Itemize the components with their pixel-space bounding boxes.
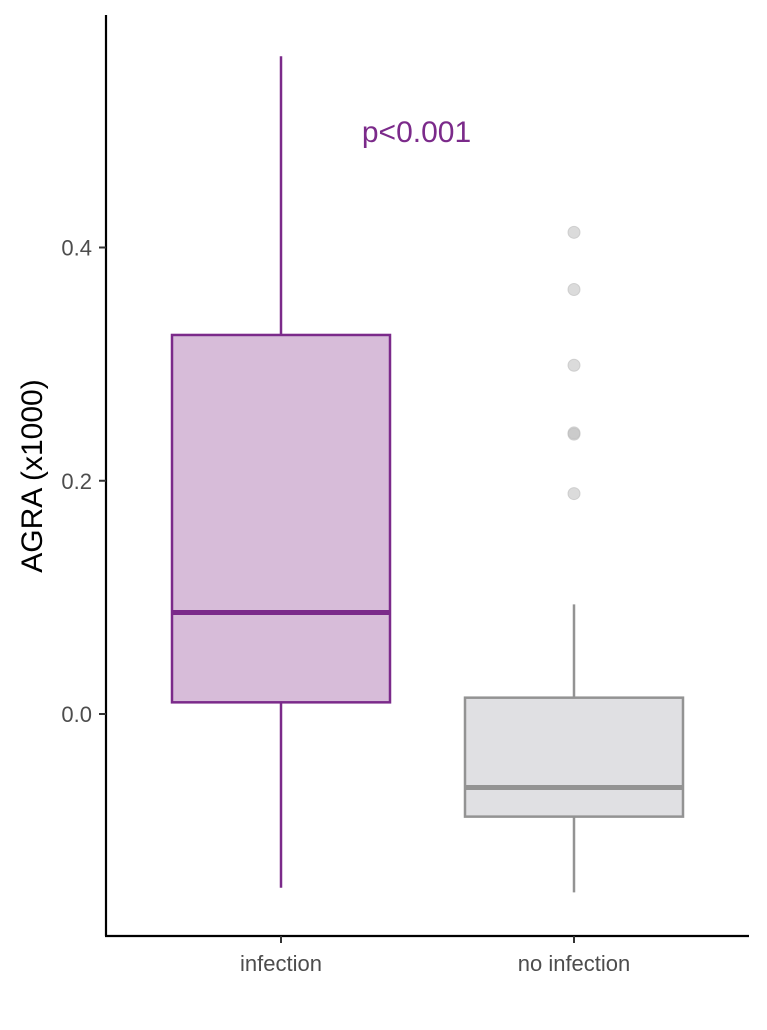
outlier-point [567, 225, 581, 239]
y-tick-label: 0.4 [61, 236, 92, 261]
x-tick-label: infection [240, 951, 322, 976]
outlier-point [567, 426, 581, 440]
box-infection [170, 333, 392, 704]
y-tick-label: 0.2 [61, 469, 92, 494]
x-tick-label: no infection [518, 951, 631, 976]
y-tick-label: 0.0 [61, 702, 92, 727]
p-value-annotation: p<0.001 [362, 116, 471, 149]
y-axis-title: AGRA (x1000) [16, 379, 49, 572]
outlier-point [567, 282, 581, 296]
box-no-infection [463, 696, 685, 818]
outlier-point [567, 487, 581, 501]
outlier-point [567, 358, 581, 372]
